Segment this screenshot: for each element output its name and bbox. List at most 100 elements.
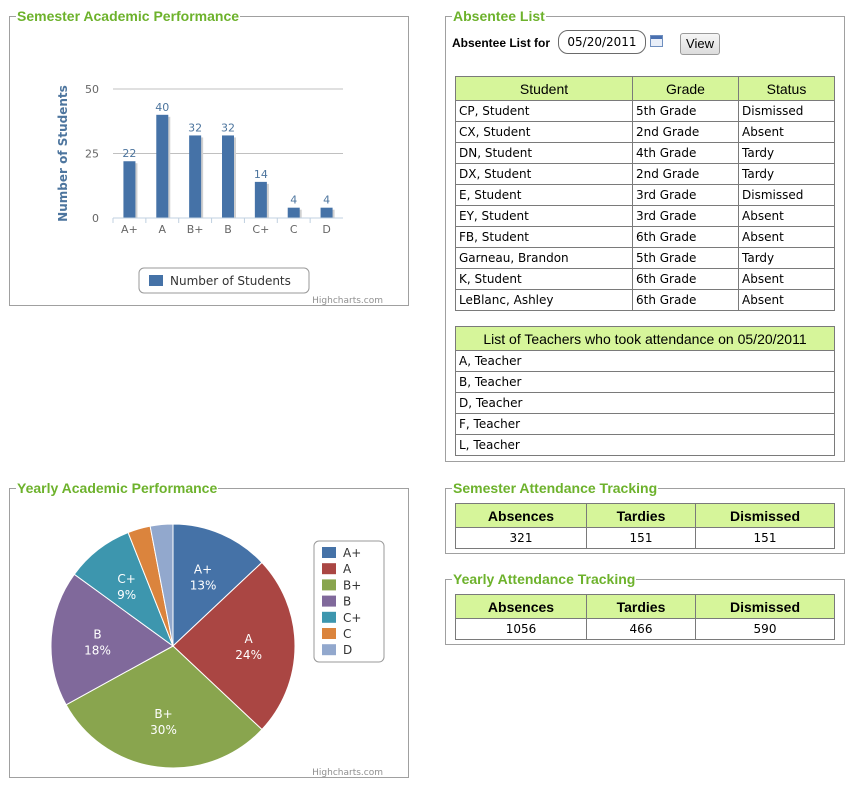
pie-slice[interactable] <box>149 523 174 647</box>
yearly-pie-chart: A+ 13% A 24% B+ 30% B 18% C+ 9% A+ A B+ B C+ CD Highchar… <box>50 523 385 777</box>
y-tick-label: 50 <box>85 83 99 96</box>
slice-label: C+ <box>117 572 135 586</box>
data-label: 14 <box>254 168 268 181</box>
absentee-date-label: Absentee List for <box>452 36 551 50</box>
bar[interactable] <box>189 135 202 218</box>
semester-performance-title: Semester Academic Performance <box>16 8 241 24</box>
x-tick-label: D <box>322 223 330 236</box>
absentee-date-field[interactable]: 05/20/2011 <box>558 30 646 54</box>
bar[interactable] <box>156 114 169 218</box>
yearly-tardies-header: Tardies <box>586 594 696 619</box>
pie-slice[interactable] <box>50 573 174 706</box>
data-label: 32 <box>188 121 202 134</box>
legend-swatch <box>322 628 336 639</box>
status-cell: Dismissed <box>738 184 835 206</box>
slice-label: 30% <box>150 723 177 737</box>
pie-slice[interactable] <box>65 645 263 769</box>
semester-tardies-value: 151 <box>586 527 696 549</box>
grade-cell: 5th Grade <box>632 247 739 269</box>
list-item: L, Teacher <box>455 434 835 456</box>
bar[interactable] <box>320 207 333 218</box>
calendar-icon[interactable] <box>650 35 663 47</box>
column-header-grade: Grade <box>632 76 739 101</box>
status-cell: Dismissed <box>738 100 835 122</box>
legend-label[interactable]: A+ <box>343 546 361 560</box>
list-item: F, Teacher <box>455 413 835 435</box>
semester-attendance-title: Semester Attendance Tracking <box>452 480 659 496</box>
absentee-list-title: Absentee List <box>452 8 546 24</box>
bar[interactable] <box>287 207 300 218</box>
table-row: CP, Student 5th Grade Dismissed <box>455 100 835 122</box>
student-cell: K, Student <box>455 268 633 290</box>
legend-label[interactable]: B <box>343 595 351 609</box>
y-tick-label: 0 <box>92 212 99 225</box>
yearly-performance-panel: Yearly Academic Performance A+ 13% A 24% B+ 3… <box>9 480 409 778</box>
teacher-cell: L, Teacher <box>455 434 835 456</box>
yearly-attendance-table: Absences Tardies Dismissed 1056 466 590 <box>455 594 835 640</box>
column-header-status: Status <box>738 76 835 101</box>
status-cell: Absent <box>738 289 835 311</box>
table-row: FB, Student 6th Grade Absent <box>455 226 835 248</box>
y-axis-title: Number of Students <box>56 85 70 222</box>
semester-performance-panel: Semester Academic Performance 0 25 50 Numbe… <box>9 8 409 306</box>
student-cell: LeBlanc, Ashley <box>455 289 633 311</box>
slice-label: 18% <box>84 643 111 657</box>
status-cell: Absent <box>738 268 835 290</box>
legend-label[interactable]: C+ <box>343 611 361 625</box>
chart-legend[interactable]: A+ A B+ B C+ CD <box>313 540 385 663</box>
slice-label: 13% <box>190 579 217 593</box>
legend-label[interactable]: B+ <box>343 578 361 592</box>
chart-legend[interactable]: Number of Students <box>138 267 310 294</box>
semester-attendance-table: Absences Tardies Dismissed 321 151 151 <box>455 503 835 549</box>
yearly-tardies-value: 466 <box>586 618 696 640</box>
legend-swatch <box>322 547 336 558</box>
table-row: CX, Student 2nd Grade Absent <box>455 121 835 143</box>
list-item: A, Teacher <box>455 350 835 372</box>
teacher-cell: A, Teacher <box>455 350 835 372</box>
teacher-cell: F, Teacher <box>455 413 835 435</box>
status-cell: Absent <box>738 205 835 227</box>
chart-credit[interactable]: Highcharts.com <box>312 296 383 305</box>
view-button[interactable]: View <box>680 33 720 55</box>
legend-label[interactable]: D <box>343 643 352 657</box>
semester-absences-value: 321 <box>455 527 587 549</box>
bar[interactable] <box>123 161 136 218</box>
teacher-cell: B, Teacher <box>455 371 835 393</box>
yearly-attendance-panel: Yearly Attendance Tracking Absences Tard… <box>445 571 845 645</box>
table-row: DX, Student 2nd Grade Tardy <box>455 163 835 185</box>
table-row: LeBlanc, Ashley 6th Grade Absent <box>455 289 835 311</box>
data-label: 4 <box>323 194 330 207</box>
grade-cell: 3rd Grade <box>632 184 739 206</box>
yearly-absences-header: Absences <box>455 594 587 619</box>
semester-tardies-header: Tardies <box>586 503 696 528</box>
chart-credit[interactable]: Highcharts.com <box>312 768 383 777</box>
semester-dismissed-header: Dismissed <box>695 503 835 528</box>
student-cell: DX, Student <box>455 163 633 185</box>
grade-cell: 3rd Grade <box>632 205 739 227</box>
absentee-table: Student Grade Status CP, Student 5th Grad… <box>455 76 835 311</box>
status-cell: Absent <box>738 121 835 143</box>
bar[interactable] <box>222 135 234 218</box>
legend-label[interactable]: C <box>343 627 351 641</box>
data-label: 4 <box>290 194 297 207</box>
data-label: 32 <box>221 121 235 134</box>
pie-slice[interactable] <box>172 561 296 731</box>
x-tick-label: B+ <box>187 223 204 236</box>
yearly-performance-title: Yearly Academic Performance <box>16 480 219 496</box>
table-row: Garneau, Brandon 5th Grade Tardy <box>455 247 835 269</box>
student-cell: CX, Student <box>455 121 633 143</box>
teachers-header: List of Teachers who took attendance on … <box>455 326 835 351</box>
semester-absences-header: Absences <box>455 503 587 528</box>
slice-label: B <box>93 627 101 641</box>
bar[interactable] <box>254 181 267 218</box>
column-header-student: Student <box>455 76 633 101</box>
legend-swatch <box>322 611 336 623</box>
table-row: EY, Student 3rd Grade Absent <box>455 205 835 227</box>
slice-label: A <box>245 632 254 646</box>
student-cell: CP, Student <box>455 100 633 122</box>
pie-slice[interactable] <box>172 523 263 648</box>
x-tick-label: C <box>290 223 298 236</box>
semester-bar-chart: 0 25 50 Number of Students 22 A+ 40 A 32 B+ 32 B 14 C… <box>56 83 383 305</box>
legend-label: Number of Students <box>170 274 291 288</box>
legend-label[interactable]: A <box>343 562 352 576</box>
